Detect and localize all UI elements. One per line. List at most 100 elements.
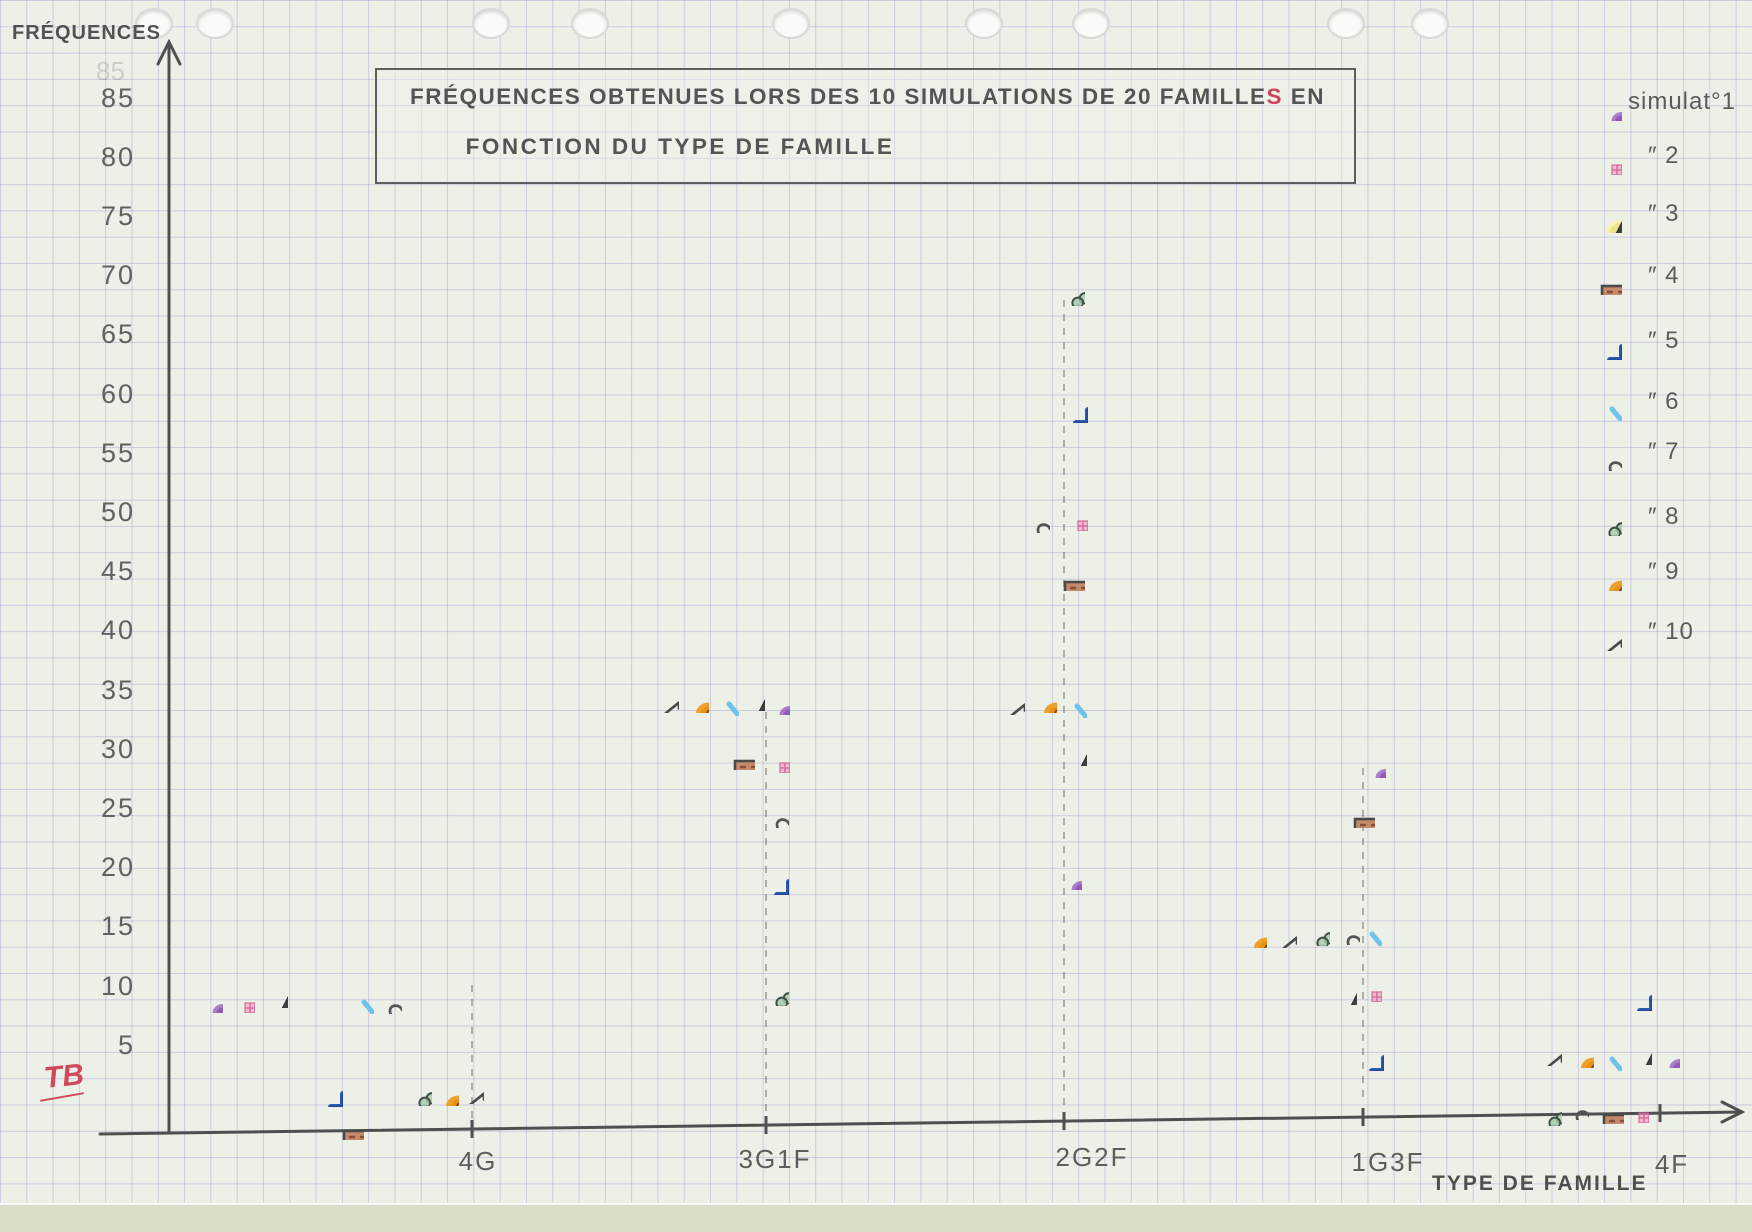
binder-hole [772,8,810,39]
legend-symbol-arrow-left [1578,615,1622,651]
point-dark-triangle [1608,1029,1652,1065]
legend-label: ″ 8 [1648,503,1680,530]
binder-hole [472,8,510,39]
y-axis-title: FRÉQUENCES [12,22,161,44]
point-green-flower [388,1070,432,1106]
legend-label: ″ 4 [1648,262,1680,289]
point-heart [745,792,789,828]
point-orange-blob [1223,912,1267,948]
y-axis-arrow-icon [156,38,182,66]
legend-label: ″ 9 [1648,558,1680,585]
chart-title-box [375,68,1356,184]
title-red-letter: S [1266,84,1283,109]
point-purple-dot [746,679,790,715]
y-tick-label: 75 [100,201,135,231]
point-lightblue-x [330,978,374,1014]
legend-symbol-blue-plus [1578,324,1622,360]
x-category-label: 1G3F [1351,1147,1425,1177]
title-text: FRÉQUENCES OBTENUES LORS DES 10 SIMULATI… [410,84,1267,109]
point-arrow-left [1253,912,1297,948]
x-axis-title: TYPE DE FAMILLE [1432,1172,1648,1195]
point-orange-blob [415,1070,459,1106]
binder-hole [1327,8,1365,39]
point-heart [1006,497,1050,533]
chart-title-line2: FONCTION DU TYPE DE FAMILLE [465,134,895,159]
y-tick-label: 65 [100,319,135,350]
y-tick-label: 25 [100,793,135,823]
point-pink-square [211,977,255,1013]
point-pink-square [1044,495,1088,531]
legend-symbol-heart [1578,435,1622,471]
point-dark-triangle [1313,969,1357,1005]
point-arrow-left [440,1068,484,1104]
legend-symbol-orange-blob [1578,555,1622,591]
y-tick-label: 20 [100,852,135,883]
point-green-flower [745,970,789,1006]
point-arrow-left [1518,1030,1562,1066]
x-category-label: 2G2F [1055,1142,1129,1172]
y-tick-label: 40 [100,615,135,646]
binder-hole [1072,8,1110,39]
x-axis-arrow-icon [1720,1100,1746,1124]
teacher-grade-mark: TB [42,1058,86,1096]
point-pink-square [1338,966,1382,1002]
legend-label: ″ 10 [1648,618,1694,645]
binder-hole [135,8,173,39]
legend-label: ″ 7 [1648,438,1680,465]
y-tick-label: 70 [100,260,135,291]
point-arrow-left [981,679,1025,715]
title-text-end: EN [1282,84,1325,109]
point-brown-rect [711,734,755,770]
y-tick-label: 10 [100,970,135,1001]
y-tick-label: 85 [100,82,135,113]
point-orange-blob [1013,677,1057,713]
point-pink-square [1605,1087,1649,1123]
point-green-flower [1518,1090,1562,1126]
legend-symbol-purple-dot [1578,85,1622,121]
y-tick-label: 60 [100,378,135,409]
point-orange-blob [665,677,709,713]
point-purple-dot [1342,742,1386,778]
chart-title-line1: FRÉQUENCES OBTENUES LORS DES 10 SIMULATI… [395,84,1340,110]
point-orange-blob [1550,1032,1594,1068]
y-tick-label: 5 [117,1029,135,1060]
legend-label: ″ 5 [1648,327,1680,354]
point-heart [1545,1084,1589,1120]
x-axis-line [98,1110,1744,1136]
x-category-label: 4F [1654,1149,1690,1179]
y-tick-label: 30 [100,733,135,764]
legend-symbol-pink-square [1578,139,1622,175]
legend-label: ″ 3 [1648,200,1680,227]
binder-hole [1411,8,1449,39]
point-blue-plus [1340,1035,1384,1071]
binder-hole [965,8,1003,39]
point-lightblue-x [695,680,739,716]
point-brown-rect [320,1104,364,1140]
erased-tick-label: 85 [96,56,125,86]
binder-hole [571,8,609,39]
point-lightblue-x [1043,682,1087,718]
point-heart [1316,909,1360,945]
y-tick-label: 55 [100,437,135,468]
legend-symbol-green-flower [1578,500,1622,536]
point-blue-plus [1608,975,1652,1011]
legend-symbol-dark-triangle [1578,197,1622,233]
legend-label: ″ 2 [1648,142,1680,169]
point-blue-plus [1044,387,1088,423]
x-category-label: 4G [458,1146,498,1176]
point-purple-dot [1038,854,1082,890]
y-tick-label: 15 [100,911,135,942]
point-lightblue-x [1338,910,1382,946]
point-purple-dot [1636,1032,1680,1068]
legend-label: ″ 6 [1648,388,1680,415]
legend-symbol-brown-rect [1578,259,1622,295]
y-tick-label: 80 [100,141,135,172]
point-dark-triangle [1043,730,1087,766]
point-green-flower [1286,910,1330,946]
point-lightblue-x [1578,1035,1622,1071]
point-purple-dot [179,977,223,1013]
point-pink-square [746,737,790,773]
y-tick-label: 45 [100,556,135,587]
